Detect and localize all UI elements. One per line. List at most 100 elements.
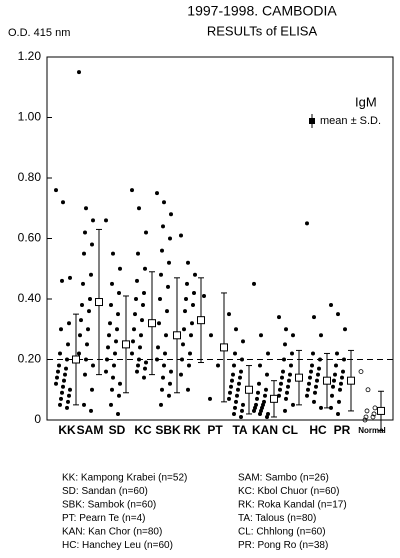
data-point — [135, 278, 139, 283]
data-point — [62, 378, 66, 383]
data-point — [166, 284, 170, 289]
key-entry: PT: Pearn Te (n=4) — [62, 513, 145, 524]
data-point — [156, 345, 160, 350]
data-point — [109, 402, 113, 407]
data-point — [136, 363, 140, 368]
legend-label: mean ± S.D. — [320, 115, 381, 127]
data-point — [288, 372, 292, 377]
data-point — [162, 363, 166, 368]
data-point — [118, 381, 122, 386]
data-point — [115, 327, 119, 332]
data-point — [340, 375, 344, 380]
data-point — [329, 405, 333, 410]
data-point — [334, 363, 338, 368]
y-tick-label: 1.20 — [18, 49, 42, 63]
data-point — [130, 188, 134, 193]
data-point — [229, 384, 233, 389]
data-point — [313, 390, 317, 395]
data-point — [57, 363, 61, 368]
data-point — [309, 369, 313, 374]
data-point — [90, 387, 94, 392]
data-point — [59, 396, 63, 401]
data-point — [143, 266, 147, 271]
data-point — [186, 387, 190, 392]
data-point — [106, 345, 110, 350]
data-point — [160, 248, 164, 253]
x-tick-label: HC — [309, 423, 327, 437]
data-point — [84, 206, 88, 211]
data-point — [130, 351, 134, 356]
data-point — [60, 390, 64, 395]
data-point — [167, 260, 171, 265]
data-point — [87, 309, 91, 314]
data-point — [164, 333, 168, 338]
data-point — [202, 293, 206, 298]
data-point — [167, 393, 171, 398]
x-tick-label: KC — [134, 423, 152, 437]
data-point — [179, 233, 183, 238]
data-point — [216, 363, 220, 368]
data-point — [232, 411, 236, 416]
mean-marker — [245, 385, 253, 394]
data-point — [55, 375, 59, 380]
data-point — [263, 393, 267, 398]
chart-subtitle: RESULTs of ELISA — [207, 23, 318, 38]
data-point — [254, 402, 258, 407]
x-tick-label: PR — [334, 423, 351, 437]
data-point — [140, 318, 144, 323]
data-point — [83, 372, 87, 377]
data-point — [230, 378, 234, 383]
data-point — [189, 333, 193, 338]
data-point — [59, 327, 63, 332]
data-point — [162, 200, 166, 205]
data-point — [259, 408, 263, 413]
data-point — [306, 387, 310, 392]
data-point — [142, 290, 146, 295]
y-axis-label: O.D. 415 nm — [8, 27, 70, 39]
data-point — [370, 414, 376, 420]
mean-marker — [377, 406, 385, 415]
data-point — [168, 381, 172, 386]
data-point — [142, 375, 146, 380]
data-point — [143, 366, 147, 371]
data-point — [332, 378, 336, 383]
data-point — [287, 378, 291, 383]
data-point — [228, 390, 232, 395]
data-point — [158, 297, 162, 301]
data-point — [68, 387, 72, 392]
x-tick-label: TA — [232, 423, 247, 437]
x-tick-label: Normal — [358, 426, 386, 435]
mean-marker — [347, 376, 355, 385]
data-point — [343, 327, 347, 332]
data-point — [331, 384, 335, 389]
data-point — [240, 357, 244, 362]
data-point — [286, 384, 290, 389]
data-point — [227, 312, 231, 317]
mean-marker — [173, 331, 181, 340]
data-point — [241, 402, 245, 407]
key-entry: SBK: Sambok (n=60) — [62, 500, 156, 511]
x-tick-label: CL — [282, 423, 298, 437]
data-point — [63, 372, 67, 377]
key-entry: SD: Sandan (n=60) — [62, 486, 148, 497]
data-point — [339, 381, 343, 386]
data-point — [141, 303, 145, 308]
data-point — [238, 375, 242, 380]
data-point — [58, 351, 62, 356]
data-point — [159, 272, 163, 277]
data-point — [85, 342, 89, 347]
data-point — [318, 357, 322, 362]
data-point — [341, 369, 345, 374]
data-point — [266, 411, 270, 416]
data-point — [312, 315, 316, 320]
data-point — [144, 360, 148, 365]
data-point — [231, 372, 235, 377]
data-point — [363, 414, 369, 420]
key-entry: KK: Kampong Krabei (n=52) — [62, 473, 187, 484]
data-point — [138, 345, 142, 350]
data-point — [135, 369, 139, 374]
data-point — [284, 327, 288, 332]
data-point — [310, 363, 314, 368]
data-point — [155, 357, 159, 362]
data-point — [329, 303, 333, 308]
